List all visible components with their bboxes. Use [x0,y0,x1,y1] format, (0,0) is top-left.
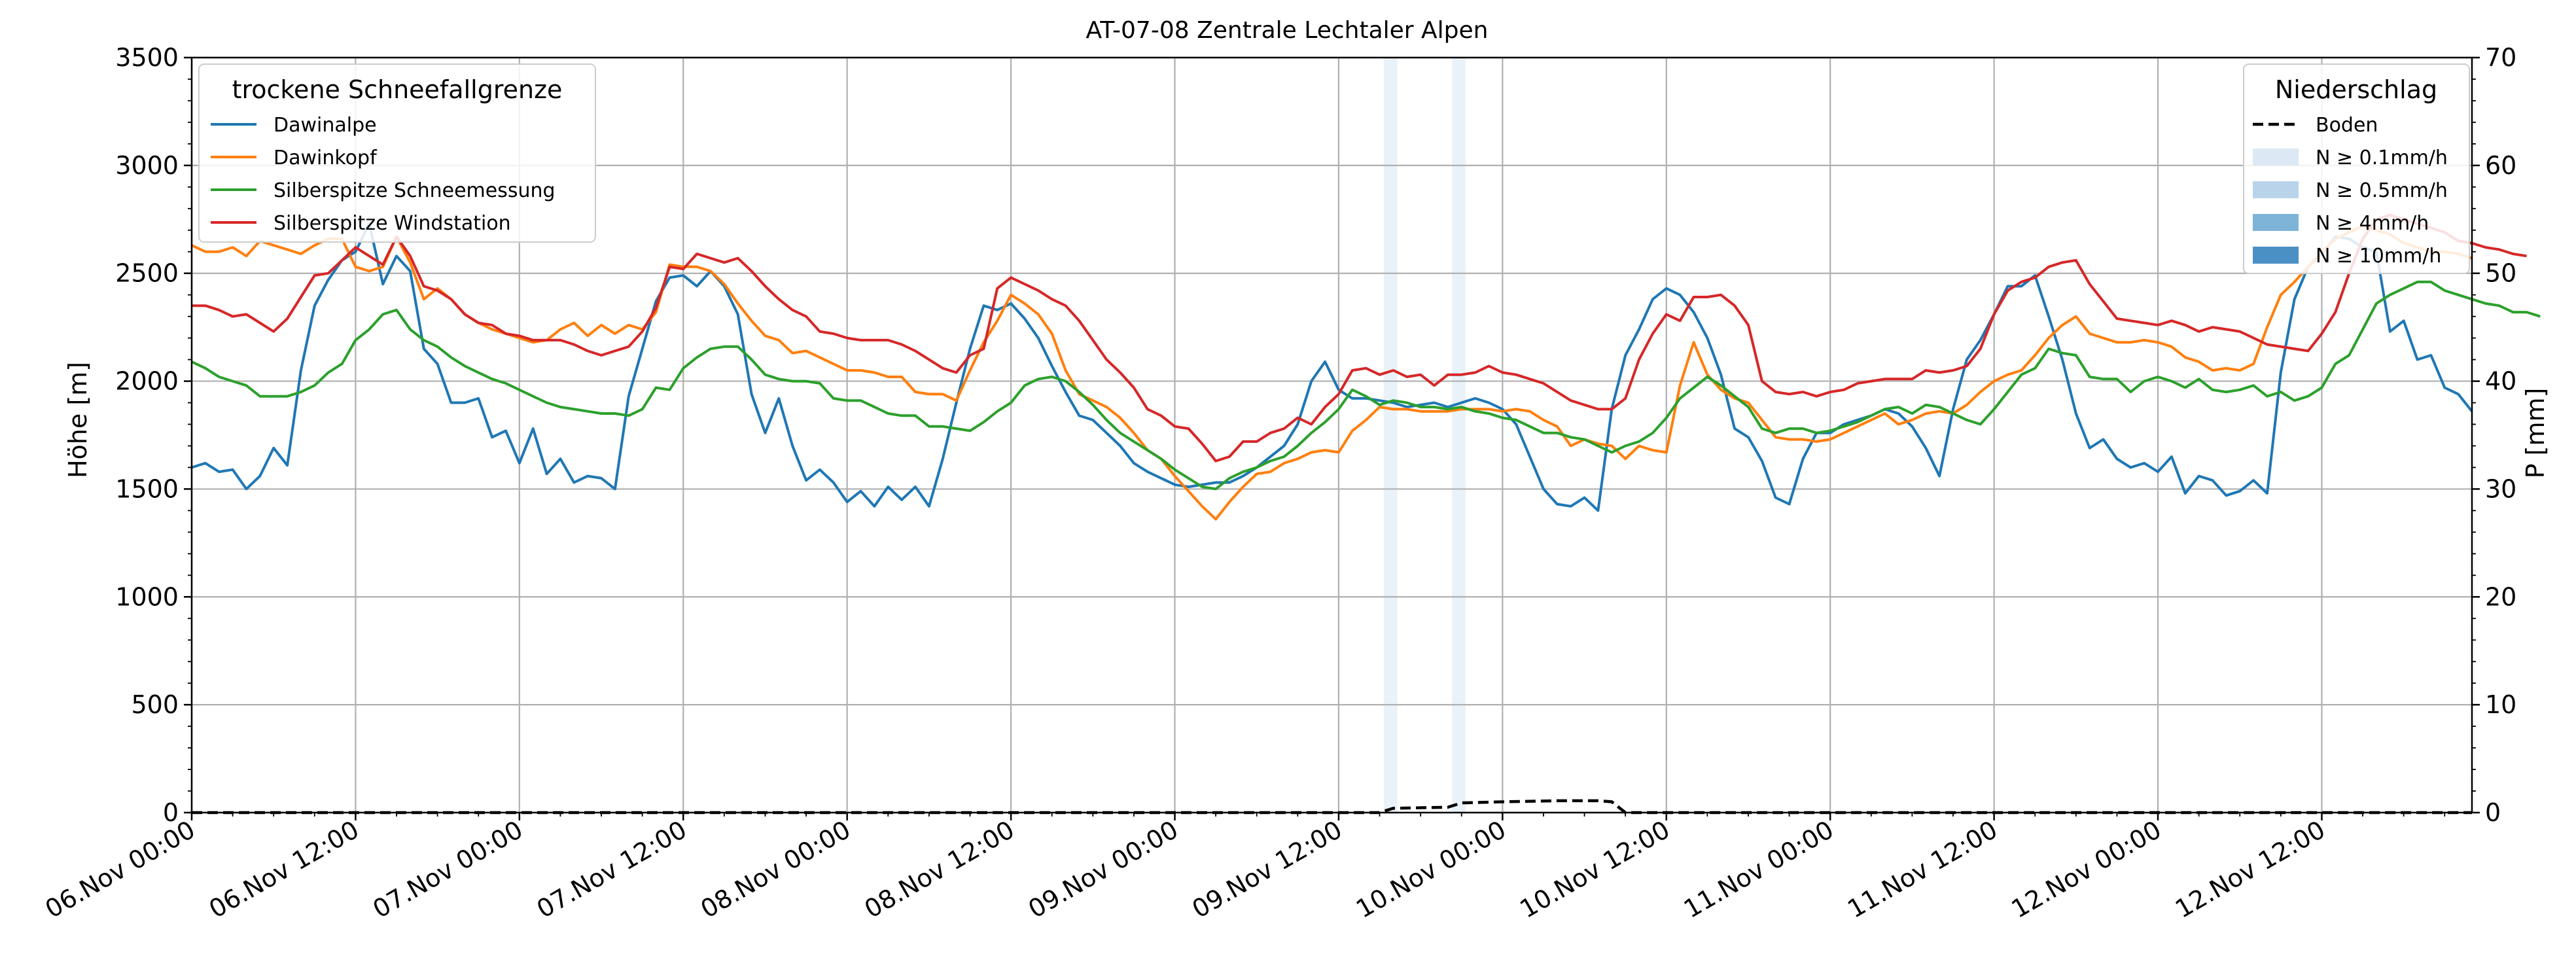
legend-right-label-2: N ≥ 0.5mm/h [2316,179,2448,202]
y-axis-label: Höhe [m] [63,362,92,478]
series-line-1 [191,222,2473,512]
boden-line [192,799,2472,815]
legend-label-3: Silberspitze Schneemessung [273,179,556,202]
legend-label-1: Dawinalpe [273,114,377,137]
y2-tick-label: 60 [2485,151,2516,180]
y-tick-label: 2000 [115,367,179,396]
legend-left-title: trockene Schneefallgrenze [232,75,563,104]
plot-frame [190,56,2473,814]
chart-title: AT-07-08 Zentrale Lechtaler Alpen [1086,17,1489,44]
y-tick-label: 2500 [115,259,179,288]
y-tick-label: 3500 [115,43,179,72]
legend-label-4: Silberspitze Windstation [273,212,511,235]
y2-tick-label: 10 [2485,690,2516,719]
series-lines [191,213,2541,521]
y2-tick-label: 50 [2485,259,2516,288]
legend-right-title: Niederschlag [2275,75,2437,104]
y-tick-label: 3000 [115,151,179,180]
y2-tick-label: 30 [2485,474,2516,503]
legend-right-label-1: N ≥ 0.1mm/h [2316,147,2448,169]
y-tick-label: 1000 [115,582,179,611]
legend-right-label-4: N ≥ 10mm/h [2316,245,2441,268]
legend-swatch-precip-4 [2253,247,2299,264]
boden-series [192,799,2472,815]
y-tick-label: 0 [163,798,179,827]
precip-band [1452,58,1466,813]
precipitation-bands [1383,58,1466,813]
legend-swatch-precip-2 [2253,181,2299,198]
legend-swatch-precip-1 [2253,149,2299,166]
legend-right: Niederschlag Boden N ≥ 0.1mm/h N ≥ 0.5mm/h… [2243,63,2470,274]
legend-left: trockene Schneefallgrenze Dawinalpe Dawin… [198,63,596,243]
grid-lines [190,56,2472,814]
legend-right-label-0: Boden [2316,114,2378,137]
y2-axis-label: P [mm] [2521,388,2550,479]
y-tick-label: 500 [131,690,179,719]
axes [184,56,2480,820]
y2-tick-label: 0 [2485,798,2501,827]
legend-right-label-3: N ≥ 4mm/h [2316,212,2429,235]
legend-label-2: Dawinkopf [273,147,378,169]
y-tick-label: 1500 [115,474,179,503]
y2-tick-label: 40 [2485,367,2516,396]
precip-band [1383,58,1398,813]
legend-swatch-precip-3 [2253,214,2299,231]
series-line-4 [192,213,2527,463]
series-line-2 [191,224,2473,521]
y2-tick-label: 70 [2485,43,2516,72]
series-line-3 [191,280,2541,491]
y2-tick-label: 20 [2485,582,2516,611]
